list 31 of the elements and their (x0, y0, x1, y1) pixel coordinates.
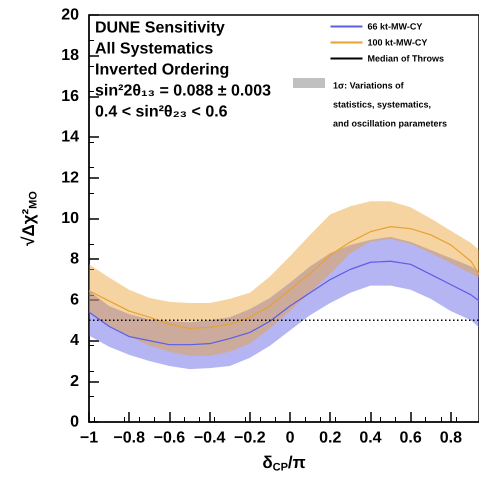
x-tick-label: −0.8 (113, 430, 146, 446)
y-tick-label: 12 (61, 169, 80, 186)
y-tick-label: 18 (61, 47, 80, 64)
annotation: All Systematics (95, 40, 214, 58)
x-tick-label: 0.4 (359, 430, 382, 446)
legend-label: 100 kt-MW-CY (368, 38, 428, 48)
y-tick-label: 8 (70, 250, 80, 268)
annotation: sin²2θ₁₃ = 0.088 ± 0.003 (95, 82, 272, 100)
x-tick-label: 0.6 (400, 430, 422, 446)
y-tick-label: 2 (70, 372, 80, 390)
x-tick-label: −0.2 (234, 430, 266, 446)
y-tick-label: 6 (70, 291, 80, 308)
y-tick-label: 10 (61, 210, 80, 227)
annotation: 1σ: Variations of statistics, systematics, and oscillation parameters (333, 80, 448, 128)
y-axis-title: √Δχ²MO (19, 190, 40, 246)
x-tick-label: −1 (80, 430, 98, 446)
y-tick-label: 16 (61, 88, 80, 105)
x-tick-label: 0.2 (319, 430, 342, 446)
y-tick-label: 20 (61, 6, 80, 24)
annotation: DUNE Sensitivity (95, 20, 225, 36)
x-tick-label: 0 (286, 430, 295, 446)
x-tick-label: −0.6 (154, 430, 186, 446)
annotation: 0.4 < sin²θ₂₃ < 0.6 (95, 104, 228, 120)
y-tick-label: 14 (61, 128, 80, 146)
legend-label: Median of Throws (368, 54, 444, 64)
annotation: Inverted Ordering (95, 62, 230, 78)
x-tick-label: 0.8 (440, 430, 462, 446)
y-tick-label: 0 (70, 414, 80, 430)
y-tick-label: 4 (70, 332, 80, 350)
legend-label: 66 kt-MW-CY (368, 22, 422, 32)
x-tick-label: −0.4 (194, 430, 226, 446)
